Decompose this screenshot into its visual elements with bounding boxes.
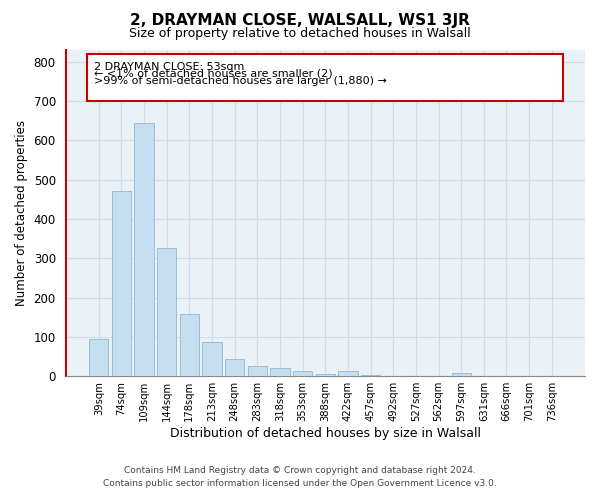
Bar — [293, 372, 312, 376]
Bar — [361, 375, 380, 376]
Text: 2, DRAYMAN CLOSE, WALSALL, WS1 3JR: 2, DRAYMAN CLOSE, WALSALL, WS1 3JR — [130, 12, 470, 28]
Text: Size of property relative to detached houses in Walsall: Size of property relative to detached ho… — [129, 28, 471, 40]
Bar — [202, 342, 221, 376]
Text: ← <1% of detached houses are smaller (2): ← <1% of detached houses are smaller (2) — [94, 69, 333, 79]
Text: 2 DRAYMAN CLOSE: 53sqm: 2 DRAYMAN CLOSE: 53sqm — [94, 62, 245, 72]
Bar — [452, 373, 471, 376]
Bar — [338, 370, 358, 376]
Bar — [271, 368, 290, 376]
Bar — [157, 248, 176, 376]
Bar — [316, 374, 335, 376]
Y-axis label: Number of detached properties: Number of detached properties — [15, 120, 28, 306]
Bar — [134, 122, 154, 376]
Text: Contains HM Land Registry data © Crown copyright and database right 2024.
Contai: Contains HM Land Registry data © Crown c… — [103, 466, 497, 487]
Bar — [248, 366, 267, 376]
Bar — [89, 339, 109, 376]
Bar — [225, 360, 244, 376]
Bar — [180, 314, 199, 376]
FancyBboxPatch shape — [88, 54, 563, 101]
X-axis label: Distribution of detached houses by size in Walsall: Distribution of detached houses by size … — [170, 427, 481, 440]
Text: >99% of semi-detached houses are larger (1,880) →: >99% of semi-detached houses are larger … — [94, 76, 387, 86]
Bar — [112, 192, 131, 376]
